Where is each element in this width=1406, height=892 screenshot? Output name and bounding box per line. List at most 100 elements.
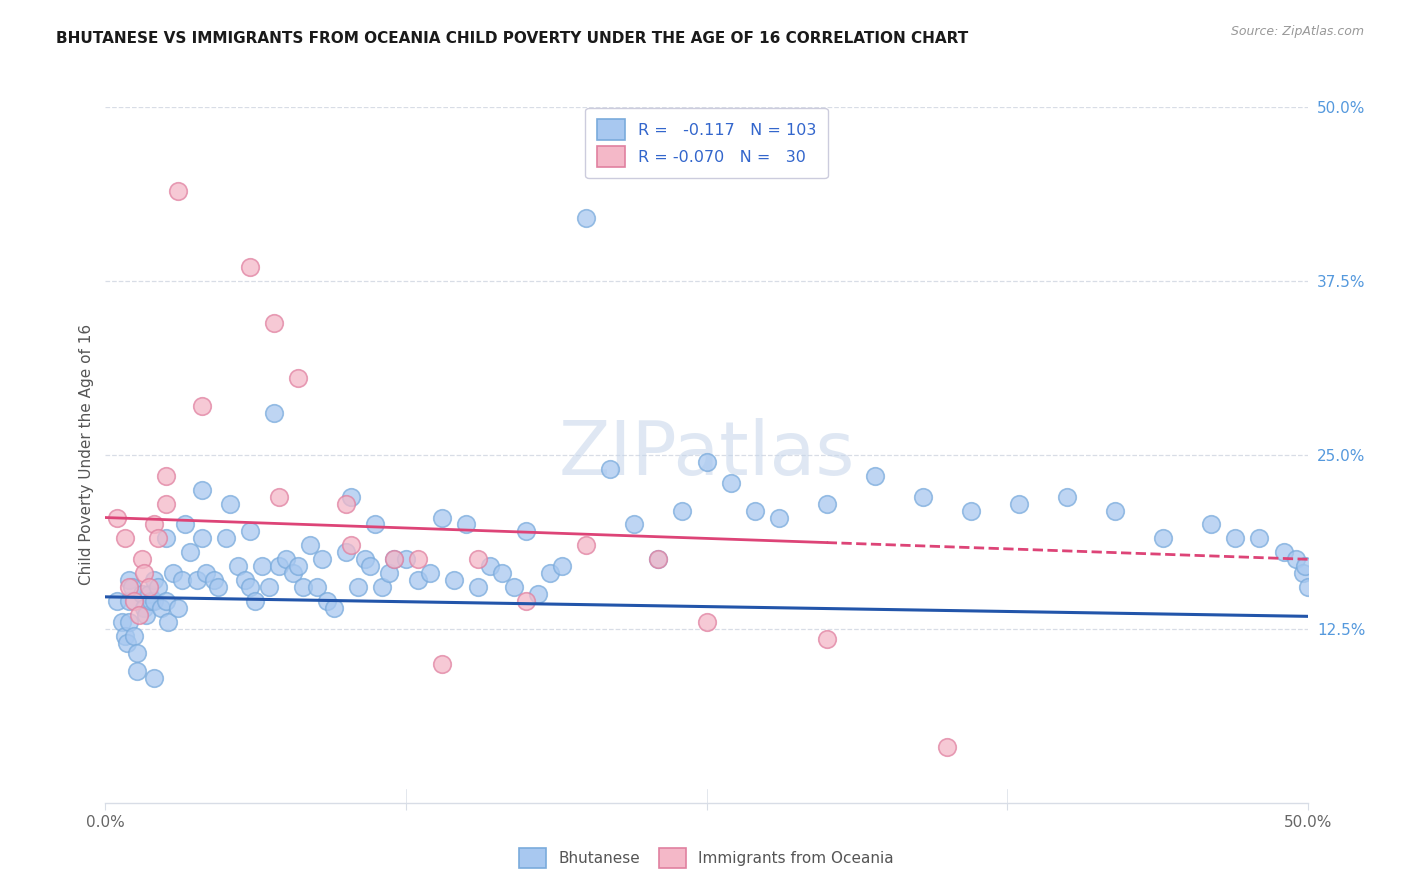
- Point: [1056, 490, 1078, 504]
- Point: [125, 646, 148, 660]
- Point: [131, 587, 153, 601]
- Point: [202, 573, 225, 587]
- Point: [114, 629, 136, 643]
- Point: [305, 580, 328, 594]
- Point: [195, 566, 218, 581]
- Point: [118, 573, 141, 587]
- Point: [1284, 552, 1306, 566]
- Point: [263, 406, 285, 420]
- Point: [118, 580, 141, 594]
- Point: [1296, 580, 1319, 594]
- Point: [744, 503, 766, 517]
- Point: [647, 552, 669, 566]
- Point: [111, 615, 134, 629]
- Text: Source: ZipAtlas.com: Source: ZipAtlas.com: [1230, 25, 1364, 38]
- Point: [815, 497, 838, 511]
- Point: [148, 580, 170, 594]
- Point: [142, 671, 165, 685]
- Point: [190, 532, 212, 546]
- Point: [287, 371, 309, 385]
- Point: [190, 483, 212, 497]
- Point: [720, 475, 742, 490]
- Point: [162, 566, 184, 581]
- Point: [107, 510, 129, 524]
- Point: [149, 601, 172, 615]
- Point: [1008, 497, 1031, 511]
- Point: [768, 510, 790, 524]
- Point: [291, 580, 314, 594]
- Point: [1201, 517, 1223, 532]
- Point: [311, 552, 333, 566]
- Point: [190, 399, 212, 413]
- Point: [406, 552, 429, 566]
- Point: [142, 594, 165, 608]
- Point: [339, 538, 361, 552]
- Point: [148, 532, 170, 546]
- Point: [239, 524, 262, 539]
- Point: [263, 316, 285, 330]
- Point: [527, 587, 550, 601]
- Point: [454, 517, 477, 532]
- Point: [395, 552, 418, 566]
- Point: [135, 607, 157, 622]
- Point: [281, 566, 304, 581]
- Point: [155, 594, 177, 608]
- Point: [239, 260, 262, 274]
- Point: [671, 503, 693, 517]
- Point: [599, 462, 621, 476]
- Point: [443, 573, 465, 587]
- Point: [287, 559, 309, 574]
- Point: [1292, 566, 1315, 581]
- Point: [138, 580, 160, 594]
- Point: [382, 552, 405, 566]
- Point: [1104, 503, 1126, 517]
- Point: [1152, 532, 1174, 546]
- Point: [1294, 559, 1316, 574]
- Point: [186, 573, 208, 587]
- Point: [155, 497, 177, 511]
- Point: [815, 632, 838, 646]
- Point: [479, 559, 502, 574]
- Point: [267, 559, 290, 574]
- Point: [155, 468, 177, 483]
- Point: [239, 580, 262, 594]
- Point: [406, 573, 429, 587]
- Point: [347, 580, 370, 594]
- Point: [335, 545, 357, 559]
- Point: [298, 538, 321, 552]
- Point: [378, 566, 401, 581]
- Point: [132, 566, 155, 581]
- Point: [339, 490, 361, 504]
- Point: [491, 566, 513, 581]
- Point: [124, 629, 146, 643]
- Point: [166, 184, 188, 198]
- Point: [503, 580, 526, 594]
- Point: [467, 552, 489, 566]
- Point: [623, 517, 645, 532]
- Point: [156, 615, 179, 629]
- Point: [1272, 545, 1295, 559]
- Point: [267, 490, 290, 504]
- Point: [124, 594, 146, 608]
- Point: [1225, 532, 1247, 546]
- Point: [515, 524, 537, 539]
- Y-axis label: Child Poverty Under the Age of 16: Child Poverty Under the Age of 16: [79, 325, 94, 585]
- Point: [173, 517, 195, 532]
- Point: [155, 532, 177, 546]
- Point: [179, 545, 201, 559]
- Point: [219, 497, 242, 511]
- Point: [863, 468, 886, 483]
- Point: [696, 615, 718, 629]
- Point: [115, 636, 138, 650]
- Point: [551, 559, 574, 574]
- Point: [142, 517, 165, 532]
- Point: [107, 594, 129, 608]
- Point: [467, 580, 489, 594]
- Point: [114, 532, 136, 546]
- Point: [128, 607, 150, 622]
- Point: [354, 552, 377, 566]
- Point: [419, 566, 441, 581]
- Point: [696, 455, 718, 469]
- Point: [132, 601, 155, 615]
- Point: [118, 594, 141, 608]
